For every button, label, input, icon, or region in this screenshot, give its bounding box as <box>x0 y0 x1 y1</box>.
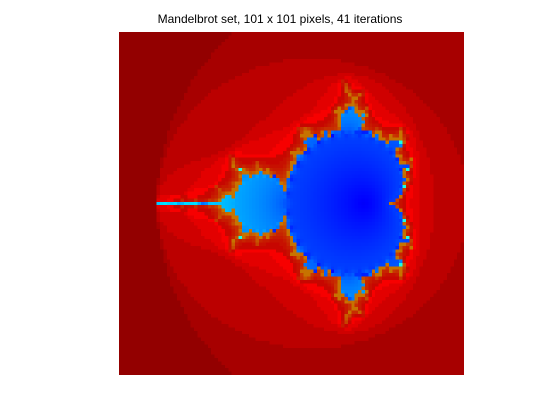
figure-title: Mandelbrot set, 101 x 101 pixels, 41 ite… <box>157 12 403 26</box>
mandelbrot-canvas <box>119 32 464 375</box>
mandelbrot-image <box>119 32 464 375</box>
